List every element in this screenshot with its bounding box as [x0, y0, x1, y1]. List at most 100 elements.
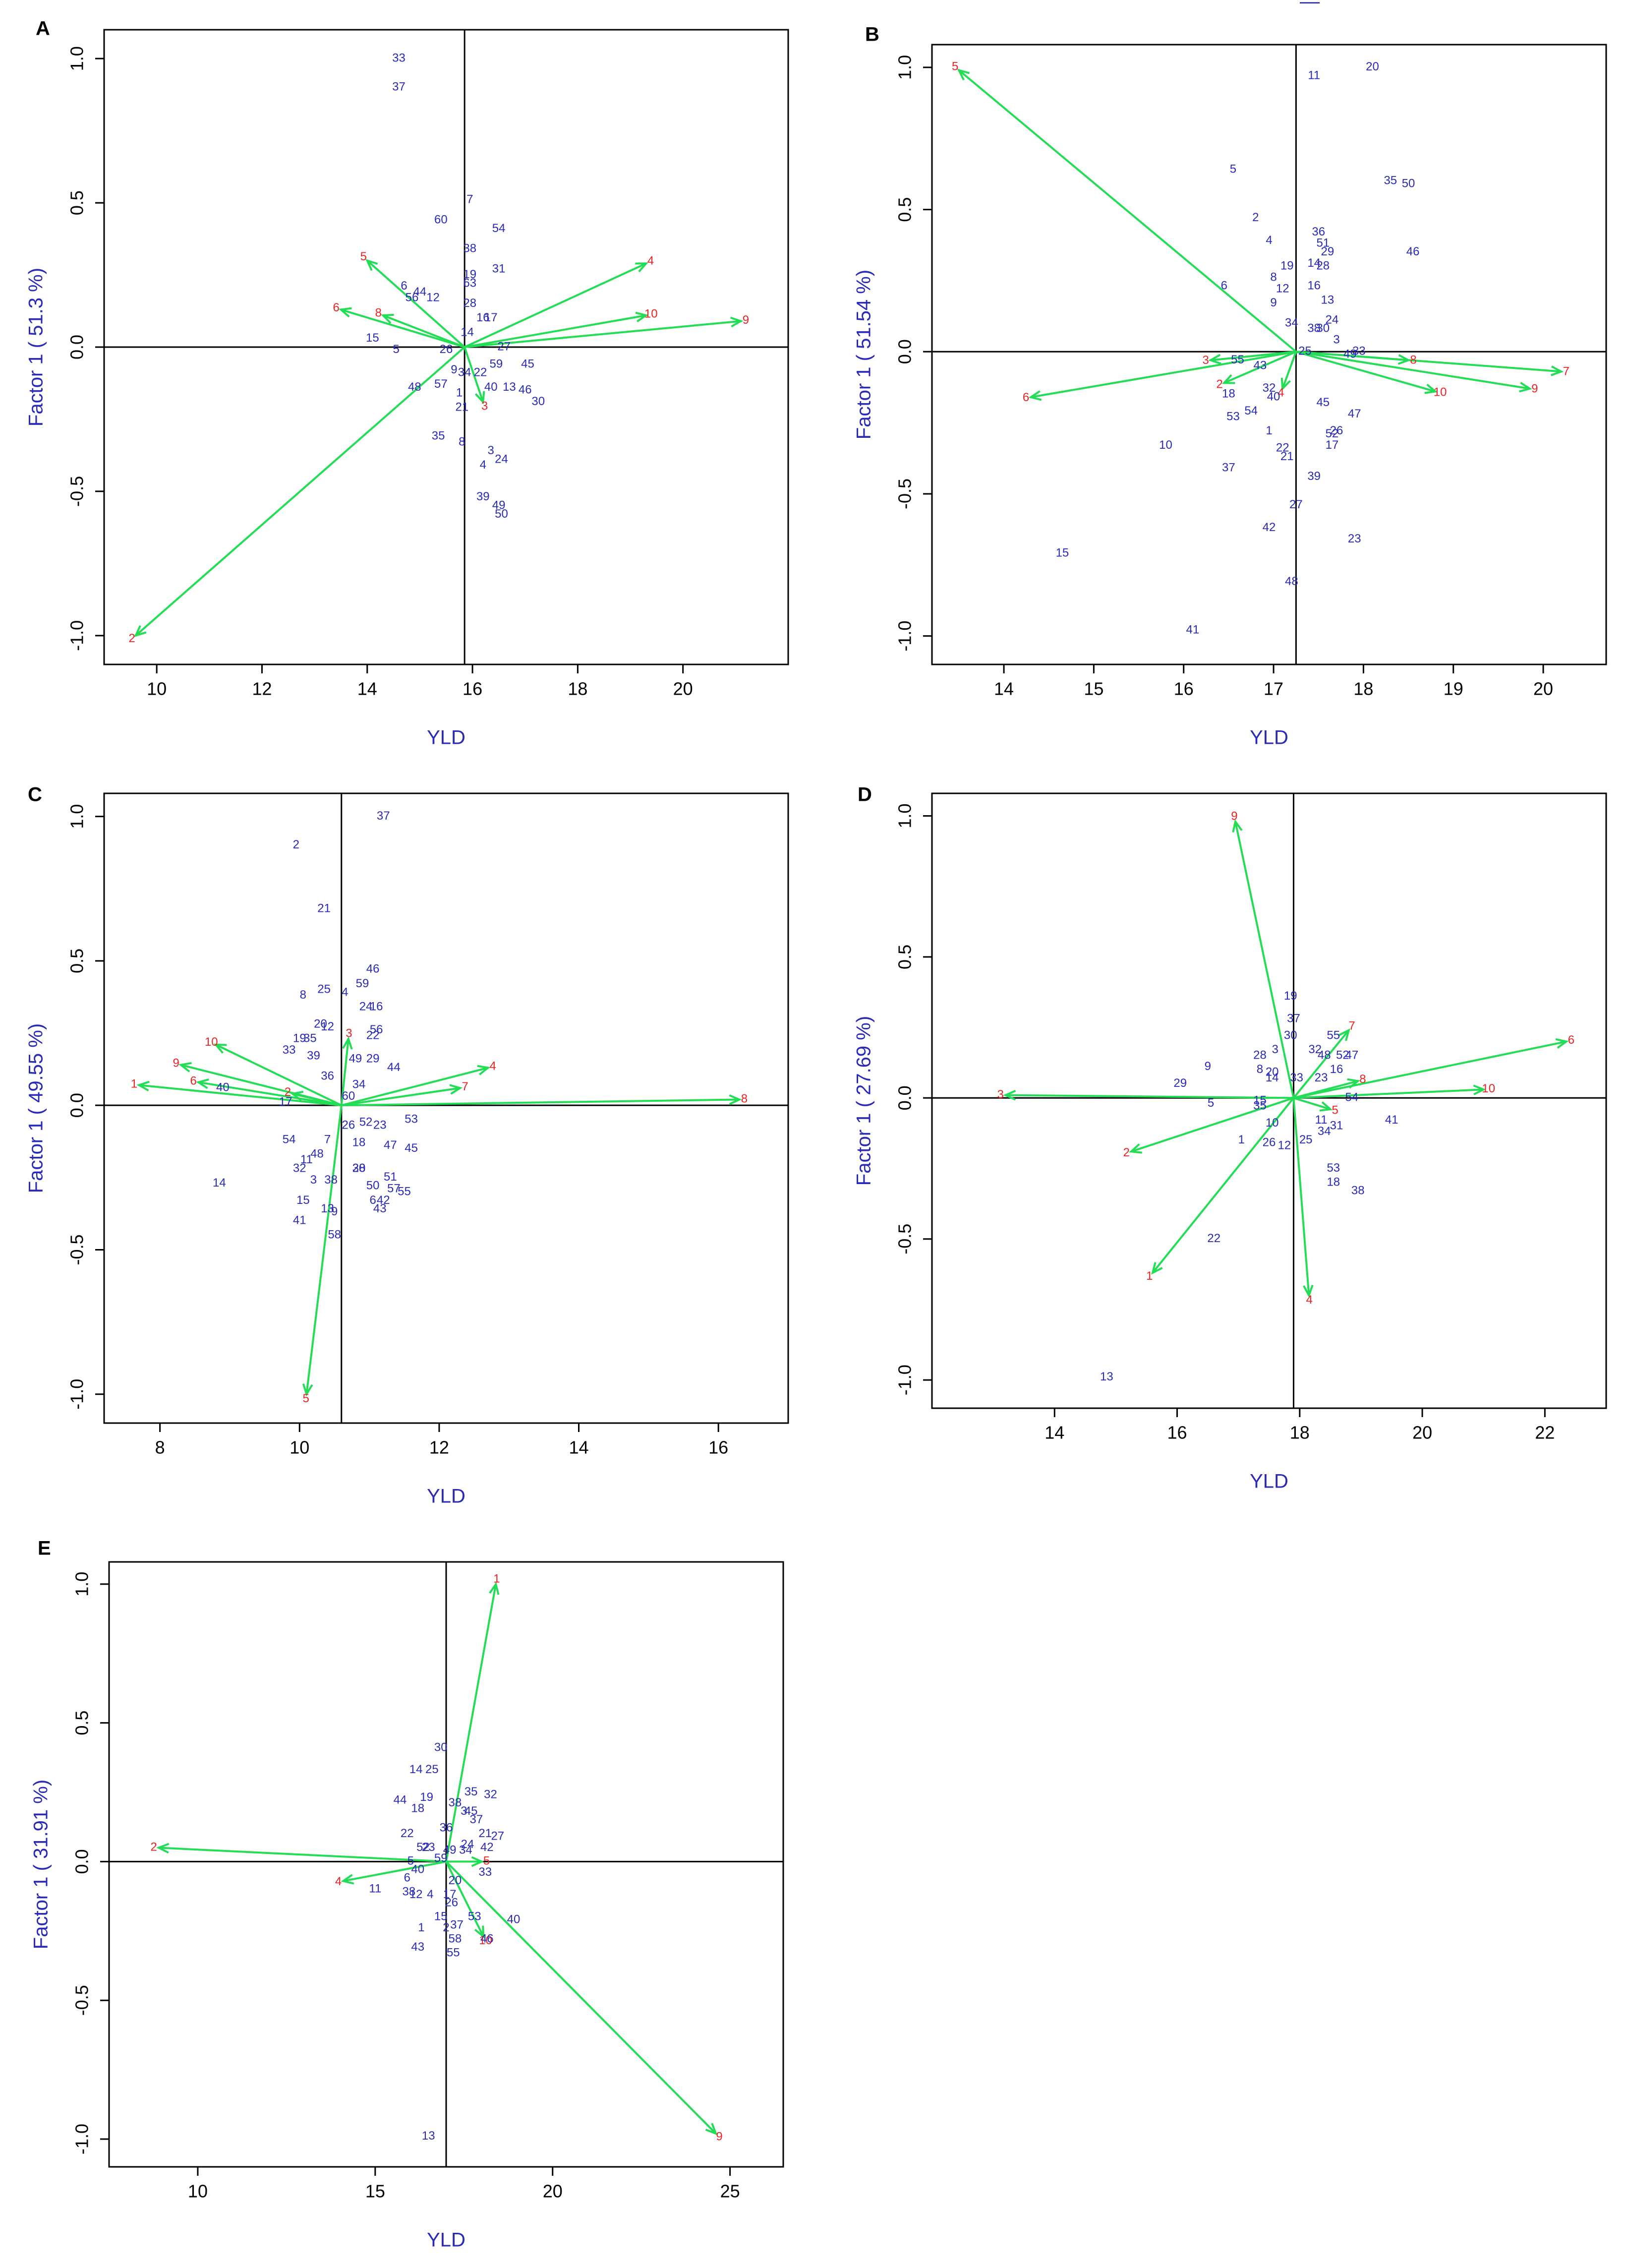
env-vector	[464, 320, 741, 348]
env-vector	[1295, 351, 1436, 393]
env-vector-label: 4	[647, 254, 654, 267]
genotype-point: 25	[317, 982, 331, 996]
env-vector	[341, 1087, 461, 1107]
genotype-point: 20	[314, 1017, 327, 1030]
env-vector-arrowhead	[1338, 1028, 1350, 1041]
genotype-point: 25	[425, 1763, 439, 1776]
genotype-point: 37	[1287, 1012, 1300, 1025]
y-tick-label: -0.5	[72, 1985, 92, 2016]
genotype-point: 5	[1230, 163, 1236, 176]
y-tick-label: -1.0	[895, 621, 915, 652]
genotype-point: 46	[519, 383, 532, 397]
y-tick-label: 1.0	[67, 46, 87, 71]
x-tick-label: 14	[569, 1437, 589, 1458]
y-tick-label: -1.0	[67, 620, 87, 651]
plot-frame	[931, 792, 1607, 1409]
env-vector-arrowhead	[705, 2123, 718, 2136]
env-vector-label: 10	[1482, 1082, 1495, 1095]
env-vector	[382, 314, 465, 348]
genotype-point: 5	[393, 343, 399, 356]
x-tick-label: 12	[252, 679, 272, 699]
plot-frame	[103, 792, 789, 1424]
env-vector-arrowhead	[1232, 819, 1243, 833]
env-vector-label: 6	[333, 301, 339, 314]
env-vector	[135, 346, 465, 637]
env-vector-arrowhead	[178, 1062, 192, 1073]
env-vector-label: 8	[375, 306, 382, 320]
env-vector	[1223, 351, 1297, 384]
genotype-point: 56	[370, 1023, 383, 1036]
genotype-point: 39	[476, 490, 490, 503]
env-vector-label: 3	[1203, 354, 1209, 367]
genotype-point: 13	[1321, 293, 1335, 306]
env-vector-arrowhead	[1129, 1143, 1142, 1154]
genotype-point: 6	[401, 279, 407, 293]
y-tick-label: -0.5	[67, 476, 87, 507]
genotype-point: 16	[1307, 279, 1321, 293]
genotype-point: 54	[1345, 1091, 1359, 1104]
genotype-point: 45	[1316, 396, 1330, 409]
env-vector-arrowhead	[1519, 382, 1532, 393]
genotype-point: 3	[488, 444, 494, 457]
y-axis-label: Factor 1 ( 31.91 %)	[30, 1780, 52, 1949]
genotype-point: 22	[474, 366, 487, 379]
genotype-point: 16	[370, 1000, 383, 1013]
genotype-point: 54	[283, 1133, 296, 1146]
x-tick-label: 22	[1535, 1423, 1555, 1443]
genotype-point: 35	[1384, 174, 1397, 187]
genotype-point: 37	[377, 809, 390, 823]
env-vector	[198, 1081, 342, 1107]
genotype-point: 34	[459, 1843, 472, 1856]
genotype-point: 4	[342, 985, 348, 999]
y-tick-label: 0.0	[895, 339, 915, 364]
y-tick-label: 0.5	[67, 949, 87, 973]
env-vector	[292, 1092, 342, 1107]
env-vector-arrowhead	[730, 316, 744, 328]
genotype-point: 12	[409, 1888, 423, 1901]
genotype-point: 60	[434, 213, 448, 226]
genotype-point: 28	[1316, 259, 1330, 273]
env-vector-arrowhead	[1208, 354, 1221, 365]
genotype-point: 33	[1352, 345, 1366, 358]
env-vector-arrowhead	[196, 1078, 209, 1089]
panel-a: A10 12 14 16 18 20-1.0-0.50.00.51.0YLDFactor …	[25, 18, 789, 749]
genotype-point: 49	[492, 498, 506, 512]
env-vector-arrowhead	[635, 311, 649, 322]
genotype-point: 36	[321, 1069, 334, 1082]
env-vector	[1293, 1040, 1567, 1099]
y-tick-label: 1.0	[895, 803, 915, 828]
env-vector	[1296, 351, 1409, 361]
x-tick-label: 16	[708, 1437, 728, 1458]
env-vector-label: 6	[190, 1074, 197, 1087]
y-tick-label: 0.0	[895, 1085, 915, 1110]
env-vector	[341, 1098, 740, 1107]
env-vector-arrowhead	[156, 1843, 170, 1854]
x-tick-label: 19	[1444, 679, 1463, 699]
genotype-point: 53	[405, 1113, 418, 1126]
genotype-point: 13	[1100, 1370, 1113, 1383]
x-axis-label: YLD	[427, 727, 465, 749]
genotype-point: 18	[411, 1801, 424, 1815]
env-vector-arrowhead	[365, 259, 378, 271]
genotype-point: 39	[307, 1049, 320, 1062]
genotype-point: 8	[300, 988, 306, 1002]
env-vector-arrowhead	[1473, 1084, 1486, 1095]
env-vector-label: 9	[173, 1057, 179, 1070]
panel-label: B	[865, 24, 879, 46]
genotype-point: 22	[1276, 441, 1289, 455]
env-vector-arrowhead	[338, 307, 352, 318]
panel-b: B14 15 16 17 18 19 20-1.0-0.50.00.51.0YLDFacto…	[853, 24, 1607, 749]
genotype-point: 23	[1348, 532, 1361, 545]
genotype-point: 52	[1326, 427, 1339, 440]
x-axis-label: YLD	[427, 1486, 465, 1507]
genotype-point: 6	[404, 1871, 410, 1884]
env-vector-label: 2	[151, 1840, 157, 1853]
genotype-point: 1	[418, 1921, 424, 1934]
env-vector-label: 8	[1410, 354, 1416, 367]
env-vector-arrowhead	[290, 1090, 304, 1101]
genotype-point: 48	[1318, 1048, 1331, 1062]
genotype-point: 30	[1316, 322, 1330, 335]
genotype-point: 19	[293, 1032, 306, 1045]
genotype-point: 25	[1298, 345, 1312, 358]
x-tick-label: 8	[155, 1437, 165, 1458]
